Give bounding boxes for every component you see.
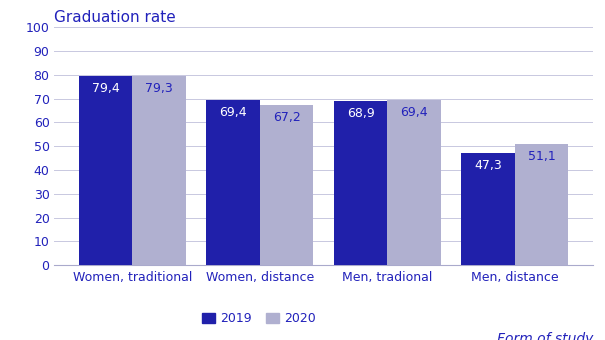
Bar — [334, 101, 387, 265]
Text: 69,4: 69,4 — [401, 106, 428, 119]
Text: Form of study: Form of study — [497, 332, 593, 340]
Bar — [515, 143, 569, 265]
Text: 79,4: 79,4 — [92, 82, 120, 95]
Bar — [260, 105, 313, 265]
Text: 51,1: 51,1 — [528, 150, 555, 163]
Text: 67,2: 67,2 — [273, 111, 301, 124]
Text: 47,3: 47,3 — [474, 158, 502, 172]
Text: Graduation rate: Graduation rate — [54, 10, 176, 24]
Text: 68,9: 68,9 — [347, 107, 374, 120]
Bar — [206, 100, 260, 265]
Bar — [132, 76, 186, 265]
Text: 69,4: 69,4 — [220, 106, 247, 119]
Bar — [462, 153, 515, 265]
Bar — [79, 76, 132, 265]
Bar — [387, 100, 441, 265]
Legend: 2019, 2020: 2019, 2020 — [197, 307, 321, 330]
Text: 79,3: 79,3 — [145, 82, 173, 96]
